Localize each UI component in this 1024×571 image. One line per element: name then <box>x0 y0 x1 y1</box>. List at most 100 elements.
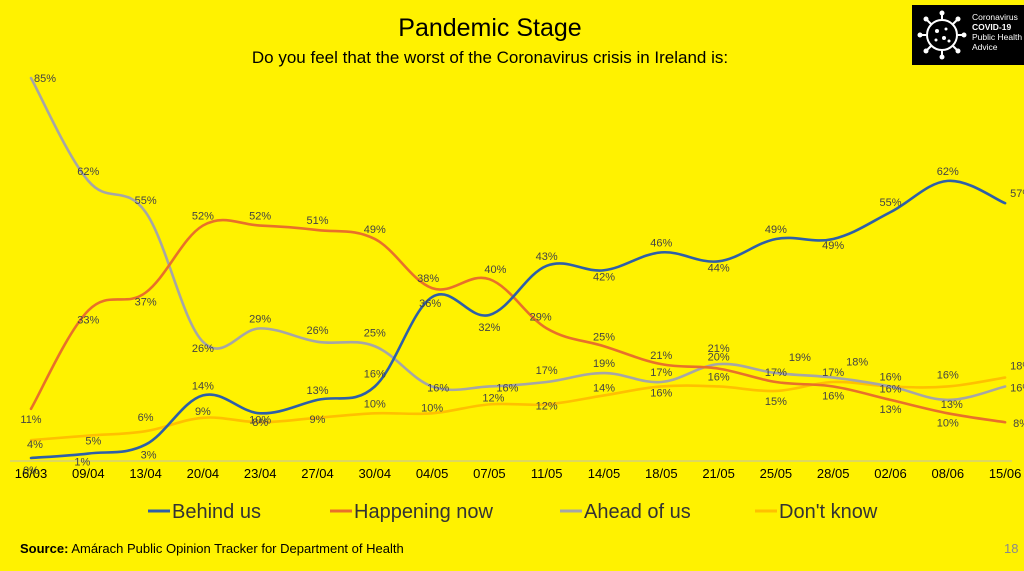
data-label: 25% <box>593 331 615 343</box>
data-label: 21% <box>708 343 730 355</box>
data-label: 16% <box>879 371 901 383</box>
x-tick-label: 27/04 <box>301 466 334 481</box>
data-label: 85% <box>34 73 56 85</box>
data-label: 52% <box>249 211 271 223</box>
data-label: 16% <box>937 369 959 381</box>
legend-label: Don't know <box>779 501 878 523</box>
data-label: 6% <box>138 412 154 424</box>
data-label: 16% <box>427 382 449 394</box>
logo-line3: Public Health <box>972 32 1023 42</box>
data-label: 4% <box>27 439 43 451</box>
data-label: 17% <box>650 367 672 379</box>
source-text: Amárach Public Opinion Tracker for Depar… <box>71 541 404 556</box>
chart-title: Pandemic Stage <box>398 14 582 42</box>
data-label: 12% <box>482 392 504 404</box>
data-label: 10% <box>364 398 386 410</box>
data-label: 16% <box>708 371 730 383</box>
data-label: 16% <box>650 387 672 399</box>
data-label: 10% <box>421 402 443 414</box>
x-tick-label: 11/05 <box>531 466 563 481</box>
data-label: 11% <box>20 414 41 426</box>
data-label: 17% <box>765 367 787 379</box>
data-label: 17% <box>536 365 558 377</box>
data-label: 25% <box>364 327 386 339</box>
x-tick-label: 18/05 <box>645 466 678 481</box>
data-label: 16% <box>879 383 901 395</box>
data-label: 15% <box>765 396 787 408</box>
data-label: 16% <box>364 368 386 380</box>
x-tick-label: 02/06 <box>874 466 907 481</box>
data-label: 40% <box>484 264 506 276</box>
page-number: 18 <box>1004 541 1019 556</box>
x-tick-label: 23/04 <box>244 466 277 481</box>
data-label: 55% <box>135 195 157 207</box>
data-label: 42% <box>593 271 615 283</box>
data-label: 26% <box>306 325 328 337</box>
series-line-ahead-of-us <box>29 76 1007 402</box>
x-tick-label: 30/04 <box>359 466 392 481</box>
data-label: 8% <box>1013 418 1024 430</box>
x-tick-label: 21/05 <box>702 466 735 481</box>
covid-logo: Coronavirus COVID-19 Public Health Advic… <box>912 5 1024 65</box>
data-label: 52% <box>192 211 214 223</box>
logo-line1: Coronavirus <box>972 12 1018 22</box>
virus-icon <box>917 10 967 60</box>
data-label: 37% <box>135 297 157 309</box>
series-line-behind-us <box>29 179 1007 460</box>
x-tick-label: 20/04 <box>187 466 220 481</box>
x-tick-label: 15/06 <box>989 466 1022 481</box>
x-tick-label: 13/04 <box>129 466 162 481</box>
x-tick-label: 25/05 <box>760 466 793 481</box>
data-label: 32% <box>478 322 500 334</box>
data-label: 46% <box>650 237 672 249</box>
data-label: 16% <box>496 382 518 394</box>
data-label: 20% <box>708 352 730 364</box>
data-label: 12% <box>536 400 558 412</box>
legend-label: Behind us <box>172 501 261 523</box>
x-tick-label: 04/05 <box>416 466 449 481</box>
data-label: 29% <box>530 311 552 323</box>
data-label: 49% <box>364 224 386 236</box>
data-label: 1% <box>74 457 90 469</box>
x-tick-label: 28/05 <box>817 466 850 481</box>
data-label: 13% <box>879 404 901 416</box>
data-label: 26% <box>192 343 214 355</box>
x-tick-label: 08/06 <box>932 466 965 481</box>
data-label: 49% <box>822 240 844 252</box>
data-label: 14% <box>593 382 615 394</box>
source-note: Source: Amárach Public Opinion Tracker f… <box>20 541 404 556</box>
data-label: 13% <box>941 399 963 411</box>
data-label: 9% <box>195 406 211 418</box>
series-line-happening-now <box>29 218 1007 424</box>
logo-line2: COVID-19 <box>972 22 1012 32</box>
x-tick-label: 09/04 <box>72 466 105 481</box>
series-line-don-t-know <box>29 376 1007 442</box>
data-label: 9% <box>310 414 326 426</box>
data-label: 57% <box>1010 188 1024 200</box>
data-label: 10% <box>937 417 959 429</box>
data-label: 51% <box>306 215 328 227</box>
data-label: 55% <box>879 197 901 209</box>
data-label: 18% <box>846 357 868 369</box>
data-label: 3% <box>141 450 157 462</box>
data-label: 62% <box>937 166 959 178</box>
source-label: Source: <box>20 541 69 556</box>
data-label: 14% <box>192 380 214 392</box>
x-tick-label: 16/03 <box>15 466 48 481</box>
data-label: 44% <box>708 262 730 274</box>
data-label: 49% <box>765 224 787 236</box>
data-label: 0% <box>23 465 39 477</box>
data-label: 19% <box>593 358 615 370</box>
data-label: 13% <box>306 385 328 397</box>
data-label: 33% <box>77 314 99 326</box>
data-label: 5% <box>85 436 101 448</box>
data-label: 29% <box>249 313 271 325</box>
legend-label: Happening now <box>354 501 494 523</box>
data-label: 10% <box>249 414 271 426</box>
data-label: 18% <box>1010 361 1024 373</box>
data-label: 21% <box>650 350 672 362</box>
data-label: 43% <box>536 251 558 263</box>
x-tick-label: 14/05 <box>588 466 621 481</box>
data-label: 38% <box>417 273 439 285</box>
